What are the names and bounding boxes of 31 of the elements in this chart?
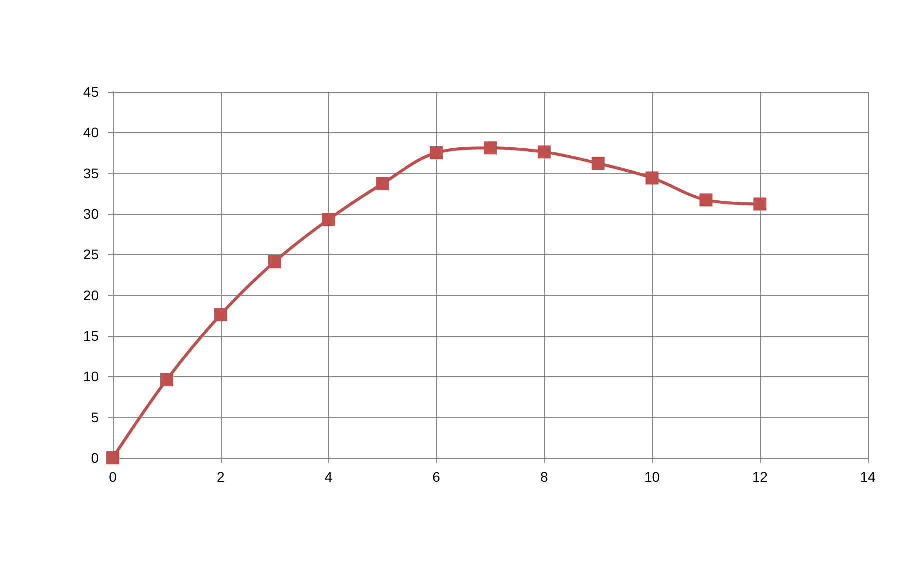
y-tick-label: 45 — [83, 84, 100, 100]
y-tick-label: 0 — [91, 450, 100, 466]
point — [160, 373, 174, 386]
point — [754, 198, 767, 211]
y-tick-label: 10 — [83, 368, 100, 385]
x-tick-label: 14 — [860, 469, 876, 485]
y-tick-label: 20 — [83, 287, 100, 304]
x-tick-label: 0 — [109, 469, 118, 485]
point — [376, 177, 390, 190]
y-tick-label: 40 — [83, 124, 100, 141]
y-tick-label: 30 — [83, 206, 100, 222]
x-tick-label: 10 — [644, 469, 660, 485]
point — [106, 452, 120, 464]
y-tick-label: 35 — [83, 165, 100, 182]
y-tick-label: 25 — [83, 246, 100, 263]
x-tick-label: 2 — [216, 469, 225, 485]
point — [646, 172, 659, 185]
point — [484, 142, 497, 155]
y-tick-label: 5 — [91, 409, 100, 426]
x-tick-label: 4 — [324, 469, 333, 485]
x-tick-label: 6 — [432, 469, 441, 485]
point — [430, 146, 444, 160]
point — [322, 213, 336, 226]
point — [268, 255, 282, 268]
y-tick-label: 15 — [83, 328, 100, 344]
point — [592, 157, 605, 170]
x-tick-label: 8 — [540, 469, 549, 485]
x-tick-label: 12 — [752, 469, 768, 485]
point — [700, 194, 713, 207]
point — [538, 146, 551, 159]
point — [214, 308, 228, 322]
